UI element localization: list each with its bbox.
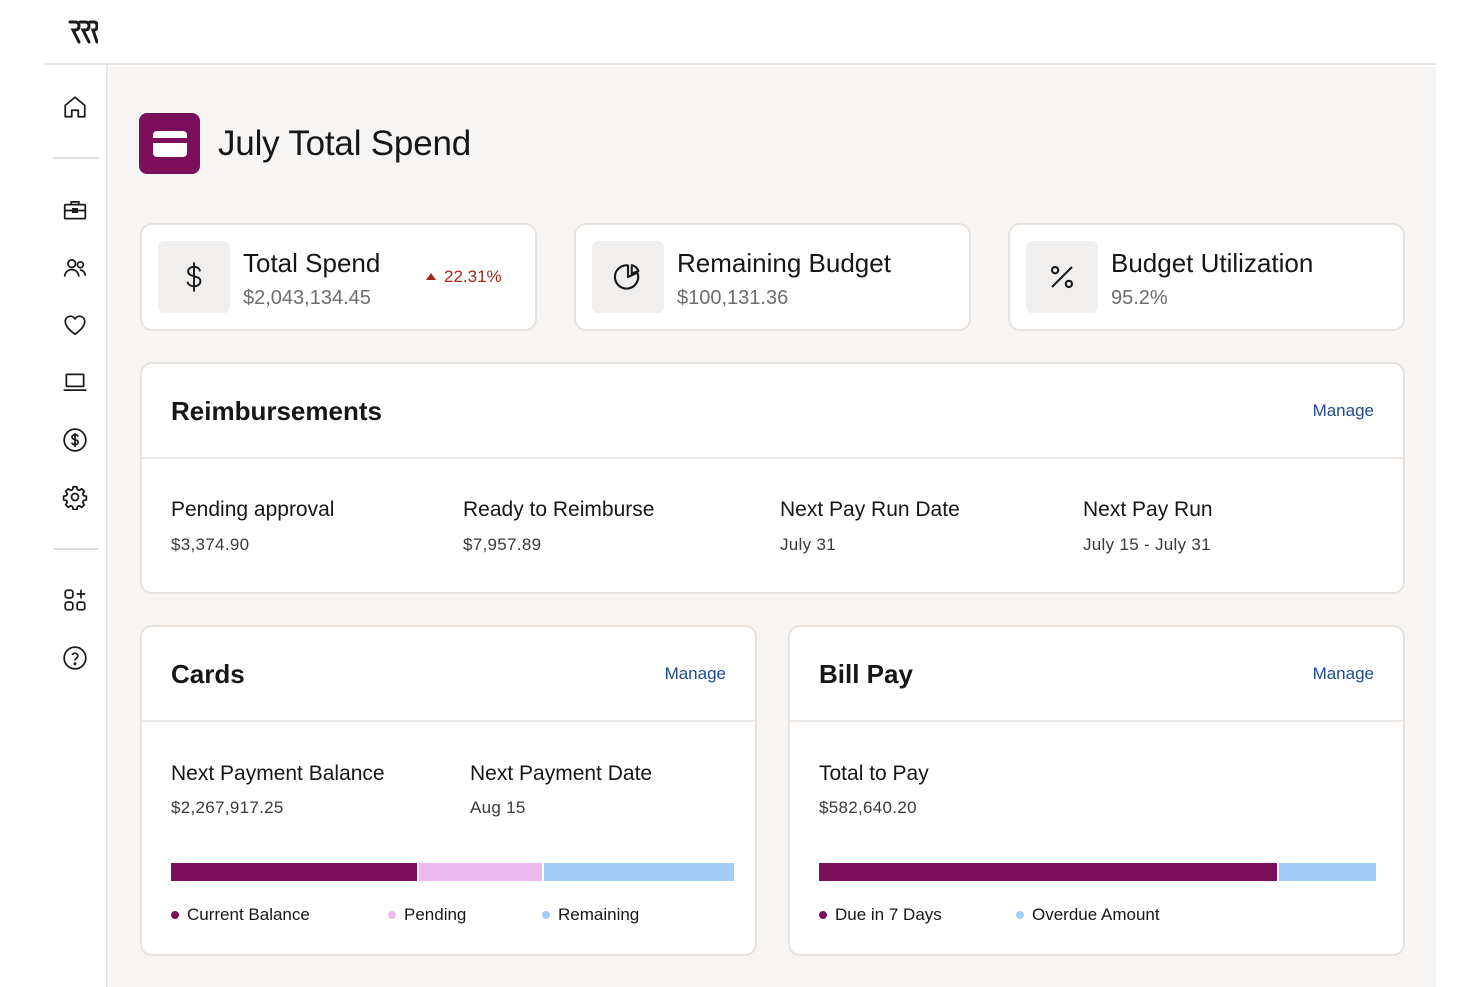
legend-dot — [1016, 911, 1024, 919]
legend-dot — [388, 911, 396, 919]
sidebar — [44, 65, 108, 987]
manage-reimbursements-link[interactable]: Manage — [1312, 401, 1374, 420]
section-title: Reimbursements — [171, 396, 382, 426]
divider — [142, 457, 1403, 459]
legend-item: Overdue Amount — [1016, 905, 1160, 925]
legend-item: Due in 7 Days — [819, 905, 942, 925]
metric-value: July 31 — [780, 535, 836, 554]
metric-label: Pending approval — [171, 498, 335, 521]
divider — [790, 720, 1403, 722]
stat-delta-value: 22.31% — [444, 267, 502, 286]
legend-label: Pending — [404, 905, 467, 924]
legend-item: Current Balance — [171, 905, 310, 925]
metric-value: $582,640.20 — [819, 798, 917, 817]
stat-card-budget-utilization[interactable]: Budget Utilization 95.2% — [1008, 223, 1405, 331]
divider — [142, 720, 755, 722]
briefcase-icon[interactable] — [61, 196, 89, 224]
metric-label: Next Pay Run — [1083, 498, 1213, 521]
manage-cards-link[interactable]: Manage — [664, 664, 726, 683]
bar-segment — [543, 863, 734, 881]
cards-panel: Cards Manage Next Payment Balance $2,267… — [140, 625, 757, 956]
trend-up-icon — [426, 273, 436, 280]
stat-value: $100,131.36 — [677, 287, 789, 309]
metric-value: $2,267,917.25 — [171, 798, 284, 817]
metric-label: Next Payment Date — [470, 762, 653, 785]
laptop-icon[interactable] — [61, 368, 89, 396]
stat-delta: 22.31% — [426, 267, 502, 287]
metric-value: $7,957.89 — [463, 535, 542, 554]
cards-breakdown-bar — [171, 863, 734, 881]
legend-label: Remaining — [558, 905, 640, 924]
bar-segment — [418, 863, 542, 881]
legend-label: Current Balance — [187, 905, 310, 924]
home-icon[interactable] — [61, 93, 89, 121]
people-icon[interactable] — [61, 254, 89, 282]
apps-add-icon[interactable] — [61, 586, 89, 614]
legend-item: Pending — [388, 905, 466, 925]
stat-value: 95.2% — [1111, 287, 1168, 309]
dollar-circle-icon[interactable] — [61, 426, 89, 454]
pie-chart-icon — [592, 241, 664, 313]
metric-label: Ready to Reimburse — [463, 498, 655, 521]
top-bar — [44, 0, 1436, 65]
metric-label: Next Pay Run Date — [780, 498, 960, 521]
metric-value: July 15 - July 31 — [1083, 535, 1211, 554]
legend-dot — [819, 911, 827, 919]
section-title: Bill Pay — [819, 659, 913, 689]
bar-segment — [171, 863, 417, 881]
metric-label: Total to Pay — [819, 762, 929, 785]
page-title: July Total Spend — [218, 124, 471, 163]
sidebar-divider — [53, 157, 99, 159]
bar-segment — [819, 863, 1277, 881]
stat-card-total-spend[interactable]: Total Spend $2,043,134.45 22.31% — [140, 223, 537, 331]
legend-dot — [171, 911, 179, 919]
stat-label: Remaining Budget — [677, 248, 891, 278]
main-content: July Total Spend Total Spend $2,043,134.… — [109, 66, 1436, 987]
bill-pay-breakdown-bar — [819, 863, 1376, 881]
metric-value: Aug 15 — [470, 798, 526, 817]
heart-icon[interactable] — [61, 311, 89, 339]
metric-label: Next Payment Balance — [171, 762, 385, 785]
section-title: Cards — [171, 659, 245, 689]
legend-label: Overdue Amount — [1032, 905, 1160, 924]
bar-segment — [1278, 863, 1376, 881]
stat-label: Total Spend — [243, 248, 381, 278]
bill-pay-panel: Bill Pay Manage Total to Pay $582,640.20… — [788, 625, 1405, 956]
gear-icon[interactable] — [61, 483, 89, 511]
brand-logo-icon[interactable] — [68, 18, 99, 46]
legend-item: Remaining — [542, 905, 639, 925]
stat-card-remaining-budget[interactable]: Remaining Budget $100,131.36 — [574, 223, 971, 331]
stat-label: Budget Utilization — [1111, 248, 1314, 278]
legend-dot — [542, 911, 550, 919]
sidebar-divider — [53, 548, 99, 550]
metric-value: $3,374.90 — [171, 535, 250, 554]
dollar-icon — [158, 241, 230, 313]
credit-card-icon — [139, 113, 200, 174]
reimbursements-panel: Reimbursements Manage Pending approval $… — [140, 362, 1405, 594]
stat-value: $2,043,134.45 — [243, 287, 371, 309]
help-icon[interactable] — [61, 644, 89, 672]
manage-bill-pay-link[interactable]: Manage — [1312, 664, 1374, 683]
percent-icon — [1026, 241, 1098, 313]
legend-label: Due in 7 Days — [835, 905, 942, 924]
